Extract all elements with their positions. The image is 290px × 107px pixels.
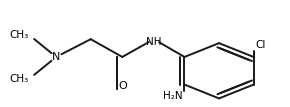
Text: NH: NH	[146, 37, 162, 47]
Text: CH₃: CH₃	[9, 30, 28, 40]
Text: H₂N: H₂N	[163, 91, 182, 101]
Text: CH₃: CH₃	[9, 74, 28, 84]
Text: O: O	[118, 80, 127, 91]
Text: N: N	[52, 52, 60, 62]
Text: Cl: Cl	[255, 40, 266, 50]
